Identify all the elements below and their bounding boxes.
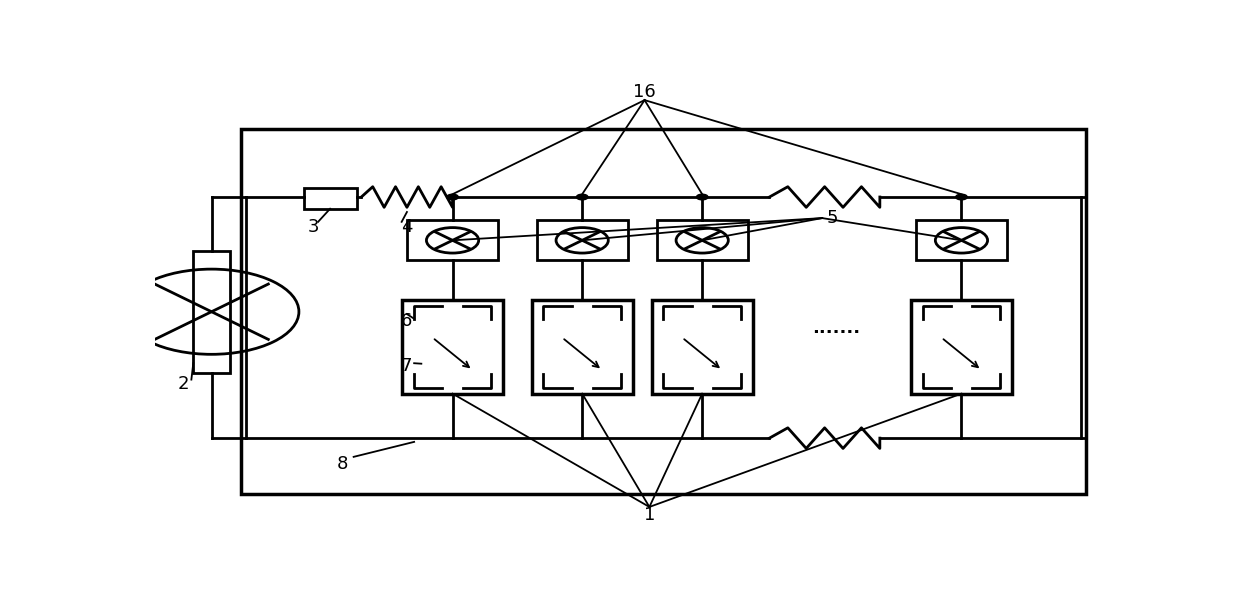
Circle shape <box>696 194 707 200</box>
Bar <box>652 300 752 393</box>
Bar <box>536 221 628 260</box>
Circle shape <box>576 194 589 200</box>
Bar <box>304 188 357 209</box>
Bar <box>532 300 633 393</box>
Bar <box>916 221 1007 260</box>
Bar <box>406 221 498 260</box>
Text: 8: 8 <box>337 455 348 473</box>
Text: 16: 16 <box>633 83 655 101</box>
Circle shape <box>447 194 458 200</box>
Bar <box>403 300 503 393</box>
Bar <box>242 129 1087 494</box>
Text: 4: 4 <box>400 218 413 237</box>
Text: 3: 3 <box>307 218 320 237</box>
Bar <box>911 300 1012 393</box>
Circle shape <box>955 194 968 200</box>
Text: 1: 1 <box>644 506 655 524</box>
Text: 7: 7 <box>400 356 413 375</box>
Text: 6: 6 <box>400 312 413 330</box>
Bar <box>657 221 748 260</box>
Text: .......: ....... <box>813 319 861 337</box>
Text: 2: 2 <box>178 375 190 393</box>
Text: 5: 5 <box>828 209 839 227</box>
Bar <box>193 251 229 373</box>
